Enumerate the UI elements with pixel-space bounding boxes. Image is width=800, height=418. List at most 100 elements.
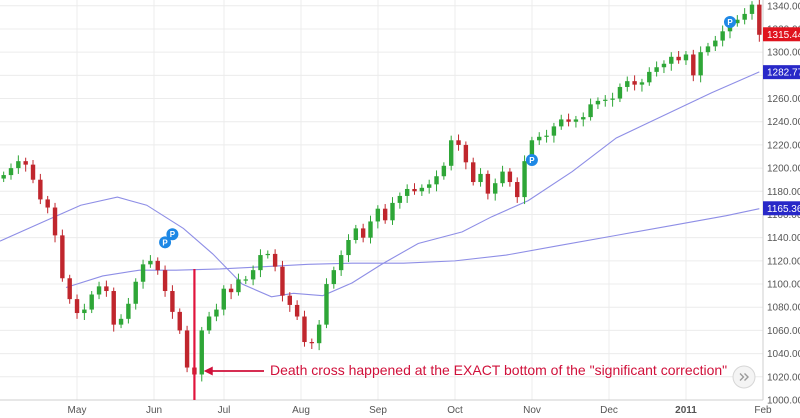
marker-label: P	[162, 238, 168, 247]
candle-body	[412, 188, 417, 192]
candle-body	[463, 144, 469, 163]
candle-body	[104, 286, 109, 292]
candle-body	[243, 279, 248, 281]
candle-body	[16, 161, 21, 169]
x-tick-label: Dec	[600, 405, 618, 416]
candle-body	[610, 98, 615, 100]
candle-body	[1, 175, 6, 179]
marker-circle	[723, 16, 736, 29]
candle-body	[331, 270, 337, 285]
marker-circle	[525, 154, 538, 166]
candle-body	[309, 342, 315, 344]
candle-body	[287, 295, 292, 305]
price-tags: 1315.44 1282.77 1165.36	[763, 27, 800, 216]
candle-body	[676, 56, 681, 61]
y-tick-label: 1040.00	[767, 349, 800, 360]
candle-body	[250, 270, 256, 280]
candle-body	[236, 279, 241, 293]
candle-body	[573, 119, 579, 122]
candle-body	[170, 291, 175, 312]
candle-body	[294, 304, 300, 317]
price-tag-label: 1315.44	[767, 30, 800, 41]
candle-body	[529, 140, 535, 162]
y-tick-label: 1120.00	[767, 256, 800, 267]
candle-body	[155, 260, 160, 271]
y-tick-label: 1080.00	[767, 303, 800, 314]
candle-body	[632, 81, 637, 85]
candle-body	[485, 173, 491, 194]
candle-body	[581, 117, 586, 120]
candle-body	[316, 324, 322, 344]
candle-body	[52, 207, 58, 236]
candle-body	[221, 288, 226, 310]
y-tick-label: 1200.00	[767, 164, 800, 175]
candle-body	[302, 316, 307, 343]
candle-body	[441, 165, 447, 177]
candle-body	[448, 140, 454, 166]
candle-body	[625, 81, 630, 87]
candle-body	[258, 255, 263, 271]
price-tag-box	[763, 65, 800, 80]
y-tick-label: 1180.00	[767, 187, 800, 198]
candle-body	[177, 311, 182, 331]
candle-body	[404, 188, 410, 196]
candle-body	[661, 63, 667, 68]
marker-label: P	[170, 230, 176, 239]
candle-body	[515, 182, 520, 198]
candle-body	[360, 228, 366, 238]
candle-body	[74, 299, 80, 314]
candle-body	[507, 171, 513, 183]
x-tick-label: Sep	[369, 405, 387, 416]
candle-body	[749, 4, 755, 14]
double-chevron-right-icon	[739, 373, 749, 381]
y-tick-label: 1300.00	[767, 48, 800, 59]
candle-body	[214, 309, 219, 317]
candle-body	[82, 309, 87, 314]
candle-body	[735, 19, 740, 24]
y-tick-label: 1220.00	[767, 140, 800, 151]
y-tick-label: 1340.00	[767, 1, 800, 12]
candle-body	[38, 179, 43, 200]
candle-body	[162, 270, 168, 292]
candle-body	[419, 187, 425, 192]
x-tick-label: Jun	[146, 405, 162, 416]
x-tick-label: Oct	[447, 405, 463, 416]
annotation-text: Death cross happened at the EXACT bottom…	[270, 362, 727, 378]
candle-body	[713, 40, 718, 47]
y-tick-label: 1020.00	[767, 372, 800, 383]
y-tick-label: 1140.00	[767, 233, 800, 244]
candle-body	[265, 253, 270, 256]
candle-body	[639, 82, 645, 85]
candle-body	[126, 303, 131, 319]
candle-body	[89, 294, 94, 310]
candle-body	[522, 161, 527, 198]
y-tick-label: 1000.00	[767, 396, 800, 407]
candle-body	[184, 330, 190, 368]
x-tick-label: May	[68, 405, 87, 416]
candle-body	[588, 104, 593, 118]
candle-body	[647, 71, 652, 83]
candle-body	[757, 4, 762, 35]
candle-body	[23, 161, 28, 165]
x-tick-label: Feb	[754, 405, 772, 416]
candle-body	[566, 119, 571, 122]
candle-body	[544, 135, 549, 137]
candle-body	[559, 119, 564, 127]
marker-circle	[166, 228, 179, 241]
candle-body	[551, 126, 557, 136]
candle-body	[111, 291, 116, 325]
price-tag-box	[763, 27, 800, 42]
candle-body	[683, 54, 689, 61]
price-tag-box	[763, 201, 800, 216]
candle-body	[199, 330, 204, 375]
candle-body	[60, 235, 65, 279]
candle-body	[537, 136, 542, 141]
time-axis: May Jun Jul Aug Sep Oct Nov Dec 2011 Feb	[68, 405, 773, 416]
candle-body	[140, 264, 146, 282]
x-tick-label: Nov	[523, 405, 541, 416]
scroll-right-button[interactable]	[732, 365, 756, 389]
candle-body	[595, 100, 601, 105]
price-tag-label: 1165.36	[767, 204, 800, 215]
